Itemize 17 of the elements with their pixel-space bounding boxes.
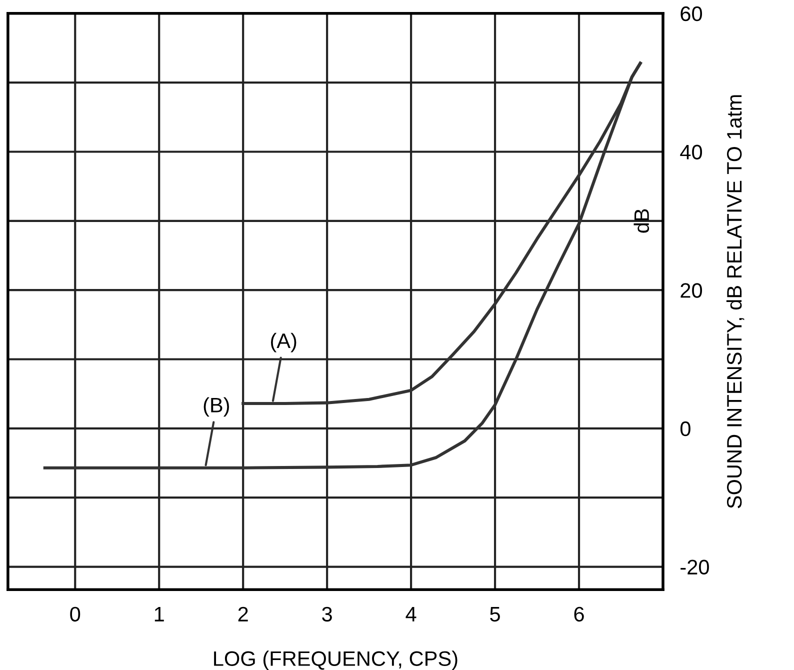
x-tick-label: 1 <box>154 607 164 622</box>
x-axis-title: LOG (FREQUENCY, CPS) <box>214 650 458 670</box>
y-tick-label: 0 <box>680 421 690 436</box>
x-tick-label: 5 <box>490 607 500 622</box>
annotation: (A) <box>271 332 296 352</box>
x-tick-label: 4 <box>406 607 416 622</box>
y-tick-label: -20 <box>680 560 709 575</box>
y-tick-label: 60 <box>680 6 702 22</box>
x-tick-label: 3 <box>322 606 332 622</box>
y-tick-label: 40 <box>680 144 702 160</box>
x-tick-label: 0 <box>70 606 80 622</box>
y-tick-label: 20 <box>680 283 702 298</box>
y-axis-title: SOUND INTENSITY, dB RELATIVE TO 1atm <box>726 95 744 508</box>
x-tick-label: 6 <box>574 606 584 622</box>
annotation: (B) <box>204 397 229 417</box>
annotation: dB <box>634 209 650 233</box>
x-tick-label: 2 <box>238 606 248 622</box>
